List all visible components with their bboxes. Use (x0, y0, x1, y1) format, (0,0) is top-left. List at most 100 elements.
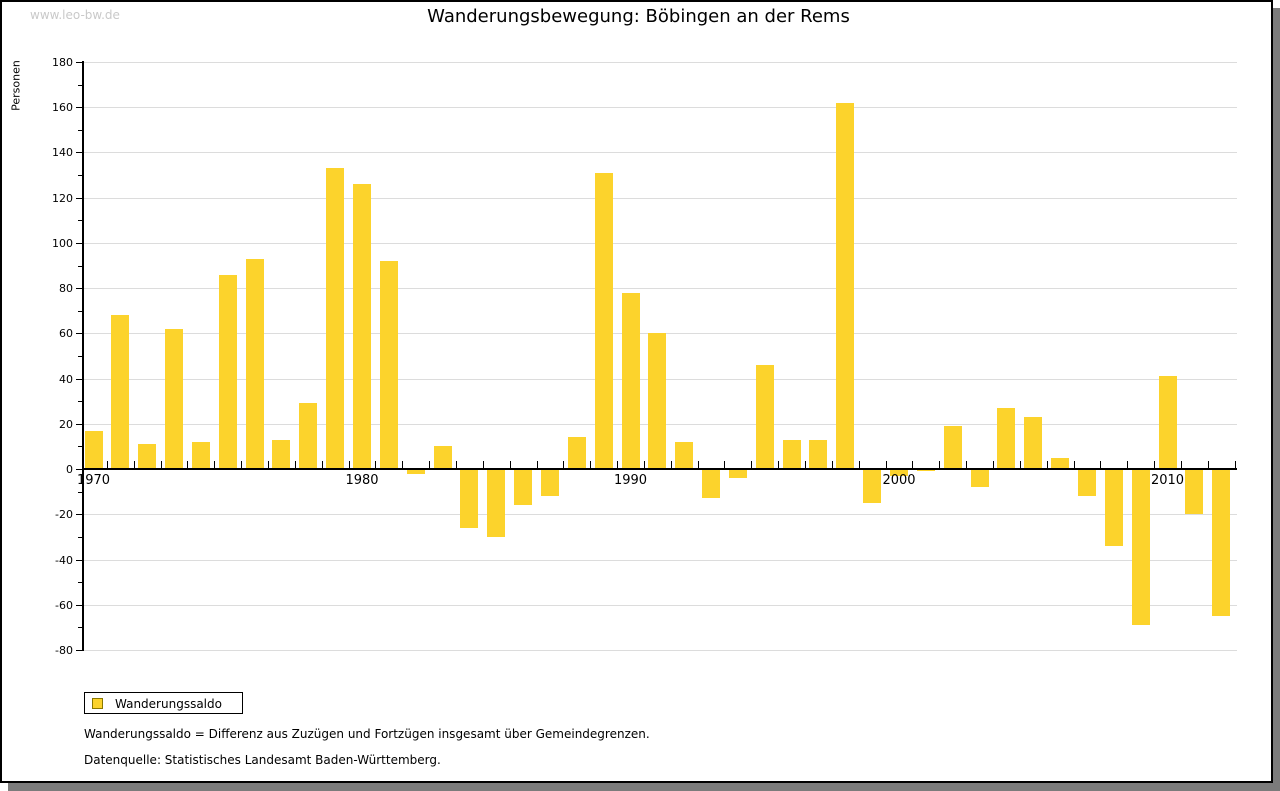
x-axis-tick (160, 461, 162, 469)
y-axis-tick (78, 491, 84, 493)
y-axis-tick-label: -60 (55, 598, 73, 612)
bar (487, 469, 506, 537)
legend-swatch-icon (92, 698, 103, 709)
bar (567, 437, 586, 470)
bar (218, 274, 237, 470)
y-axis-tick (76, 107, 84, 109)
x-axis-tick (751, 461, 753, 469)
bar (460, 469, 479, 528)
bar (1131, 469, 1150, 626)
y-axis-tick-label: 40 (59, 372, 73, 386)
gridline (84, 197, 1237, 199)
legend: Wanderungssaldo (84, 692, 243, 714)
x-axis-tick (590, 461, 592, 469)
x-axis-tick (133, 461, 135, 469)
y-axis-tick (78, 129, 84, 131)
bar (272, 439, 291, 470)
bar (782, 439, 801, 470)
y-axis-tick-label: -20 (55, 508, 73, 522)
bar (165, 328, 184, 470)
x-axis-tick (402, 461, 404, 469)
y-axis-tick (76, 242, 84, 244)
y-axis-tick-label: 120 (52, 191, 73, 205)
x-axis-tick (885, 461, 887, 469)
x-axis-tick-label: 2010 (1150, 473, 1185, 489)
bar (353, 184, 371, 470)
bar (997, 408, 1016, 470)
y-axis-tick-label: 140 (52, 146, 73, 160)
y-axis-tick (78, 536, 84, 538)
x-axis-tick (966, 461, 968, 469)
x-axis-tick (509, 461, 511, 469)
x-axis-tick (1154, 461, 1156, 469)
y-axis-tick (78, 446, 84, 448)
bar (675, 441, 694, 470)
x-axis-tick (1234, 461, 1236, 469)
footnote-definition: Wanderungssaldo = Differenz aus Zuzügen … (84, 727, 650, 741)
y-axis-tick (78, 401, 84, 403)
gridline (84, 288, 1237, 290)
bar (755, 365, 774, 470)
y-axis-tick (76, 514, 84, 516)
x-axis-tick (1100, 461, 1102, 469)
bar (191, 441, 210, 470)
x-axis-tick (670, 461, 672, 469)
x-axis-tick (563, 461, 565, 469)
x-axis-tick (375, 461, 377, 469)
bar (728, 469, 747, 479)
x-axis-tick (241, 461, 243, 469)
gridline (84, 650, 1237, 651)
x-axis-tick (1073, 461, 1075, 469)
y-axis-tick (76, 197, 84, 199)
bar (943, 426, 962, 470)
gridline (84, 604, 1237, 606)
bar (1024, 417, 1043, 470)
gridline (84, 152, 1237, 154)
footnote-source: Datenquelle: Statistisches Landesamt Bad… (84, 753, 441, 767)
gridline (84, 514, 1237, 516)
x-axis-tick (536, 461, 538, 469)
x-axis-tick (455, 461, 457, 469)
y-axis-tick (76, 423, 84, 425)
y-axis-tick-label: -40 (55, 553, 73, 567)
bar (326, 168, 345, 470)
y-axis-tick (78, 265, 84, 267)
x-axis-tick (1046, 461, 1048, 469)
y-axis-tick-label: 60 (59, 327, 73, 341)
bar (890, 469, 908, 476)
watermark: www.leo-bw.de (30, 8, 120, 22)
x-axis-tick (724, 461, 726, 469)
bar (621, 292, 640, 470)
y-axis-tick (78, 175, 84, 177)
y-axis-tick-label: -80 (55, 644, 73, 657)
y-axis-tick-label: 100 (52, 236, 73, 250)
y-axis-tick (76, 333, 84, 335)
x-axis-tick (348, 461, 350, 469)
y-axis-tick (76, 378, 84, 380)
legend-label: Wanderungssaldo (115, 697, 222, 711)
frame-shadow-bottom (8, 783, 1280, 791)
y-axis-tick (78, 84, 84, 86)
x-axis-tick (1180, 461, 1182, 469)
x-axis-tick-label: 2000 (882, 473, 916, 489)
gridline (84, 107, 1237, 109)
x-axis-tick-label: 1970 (76, 473, 111, 489)
bar (916, 469, 935, 472)
bar (514, 469, 533, 506)
x-axis-tick (1207, 461, 1209, 469)
bar (111, 315, 130, 470)
y-axis-tick (76, 469, 84, 471)
plot-area: 180 160 140 120 100 80 60 40 20 0 -20 -40 -60 -80 1970… (52, 57, 1237, 656)
y-axis-tick-label: 160 (52, 101, 73, 115)
x-axis-tick (697, 461, 699, 469)
bar (245, 258, 264, 470)
y-axis-tick-label: 180 (52, 56, 73, 69)
bar (540, 469, 559, 497)
x-axis-tick (214, 461, 216, 469)
y-axis-tick (76, 559, 84, 561)
page-title: Wanderungsbewegung: Böbingen an der Rems (427, 6, 850, 27)
bar (1158, 376, 1177, 470)
bar (1212, 469, 1231, 617)
bar (1104, 469, 1123, 546)
